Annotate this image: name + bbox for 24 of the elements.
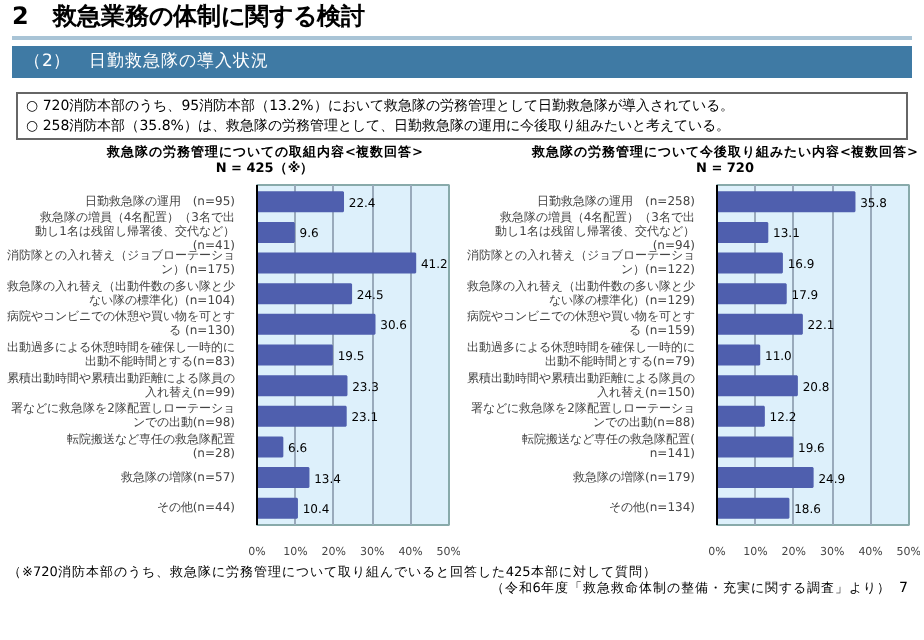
bar <box>257 191 345 213</box>
text: （2） 日勤救急隊の導入状況 <box>12 46 912 79</box>
bar <box>717 283 787 305</box>
bar <box>717 221 769 243</box>
bar <box>717 467 814 489</box>
bar <box>717 405 765 427</box>
bar <box>717 344 761 366</box>
bar <box>257 436 284 458</box>
bar <box>257 467 310 489</box>
bar <box>257 344 333 366</box>
bar <box>717 313 803 335</box>
bar <box>717 252 783 274</box>
bar <box>257 497 298 519</box>
bar <box>257 375 348 397</box>
bar <box>717 375 798 397</box>
bar <box>717 497 790 519</box>
bar <box>717 436 794 458</box>
bar <box>257 283 353 305</box>
bar <box>257 252 417 274</box>
bar <box>257 221 295 243</box>
text: 2 救急業務の体制に関する検討 <box>12 0 912 41</box>
bar <box>257 313 376 335</box>
bar <box>717 191 856 213</box>
bar <box>257 405 347 427</box>
